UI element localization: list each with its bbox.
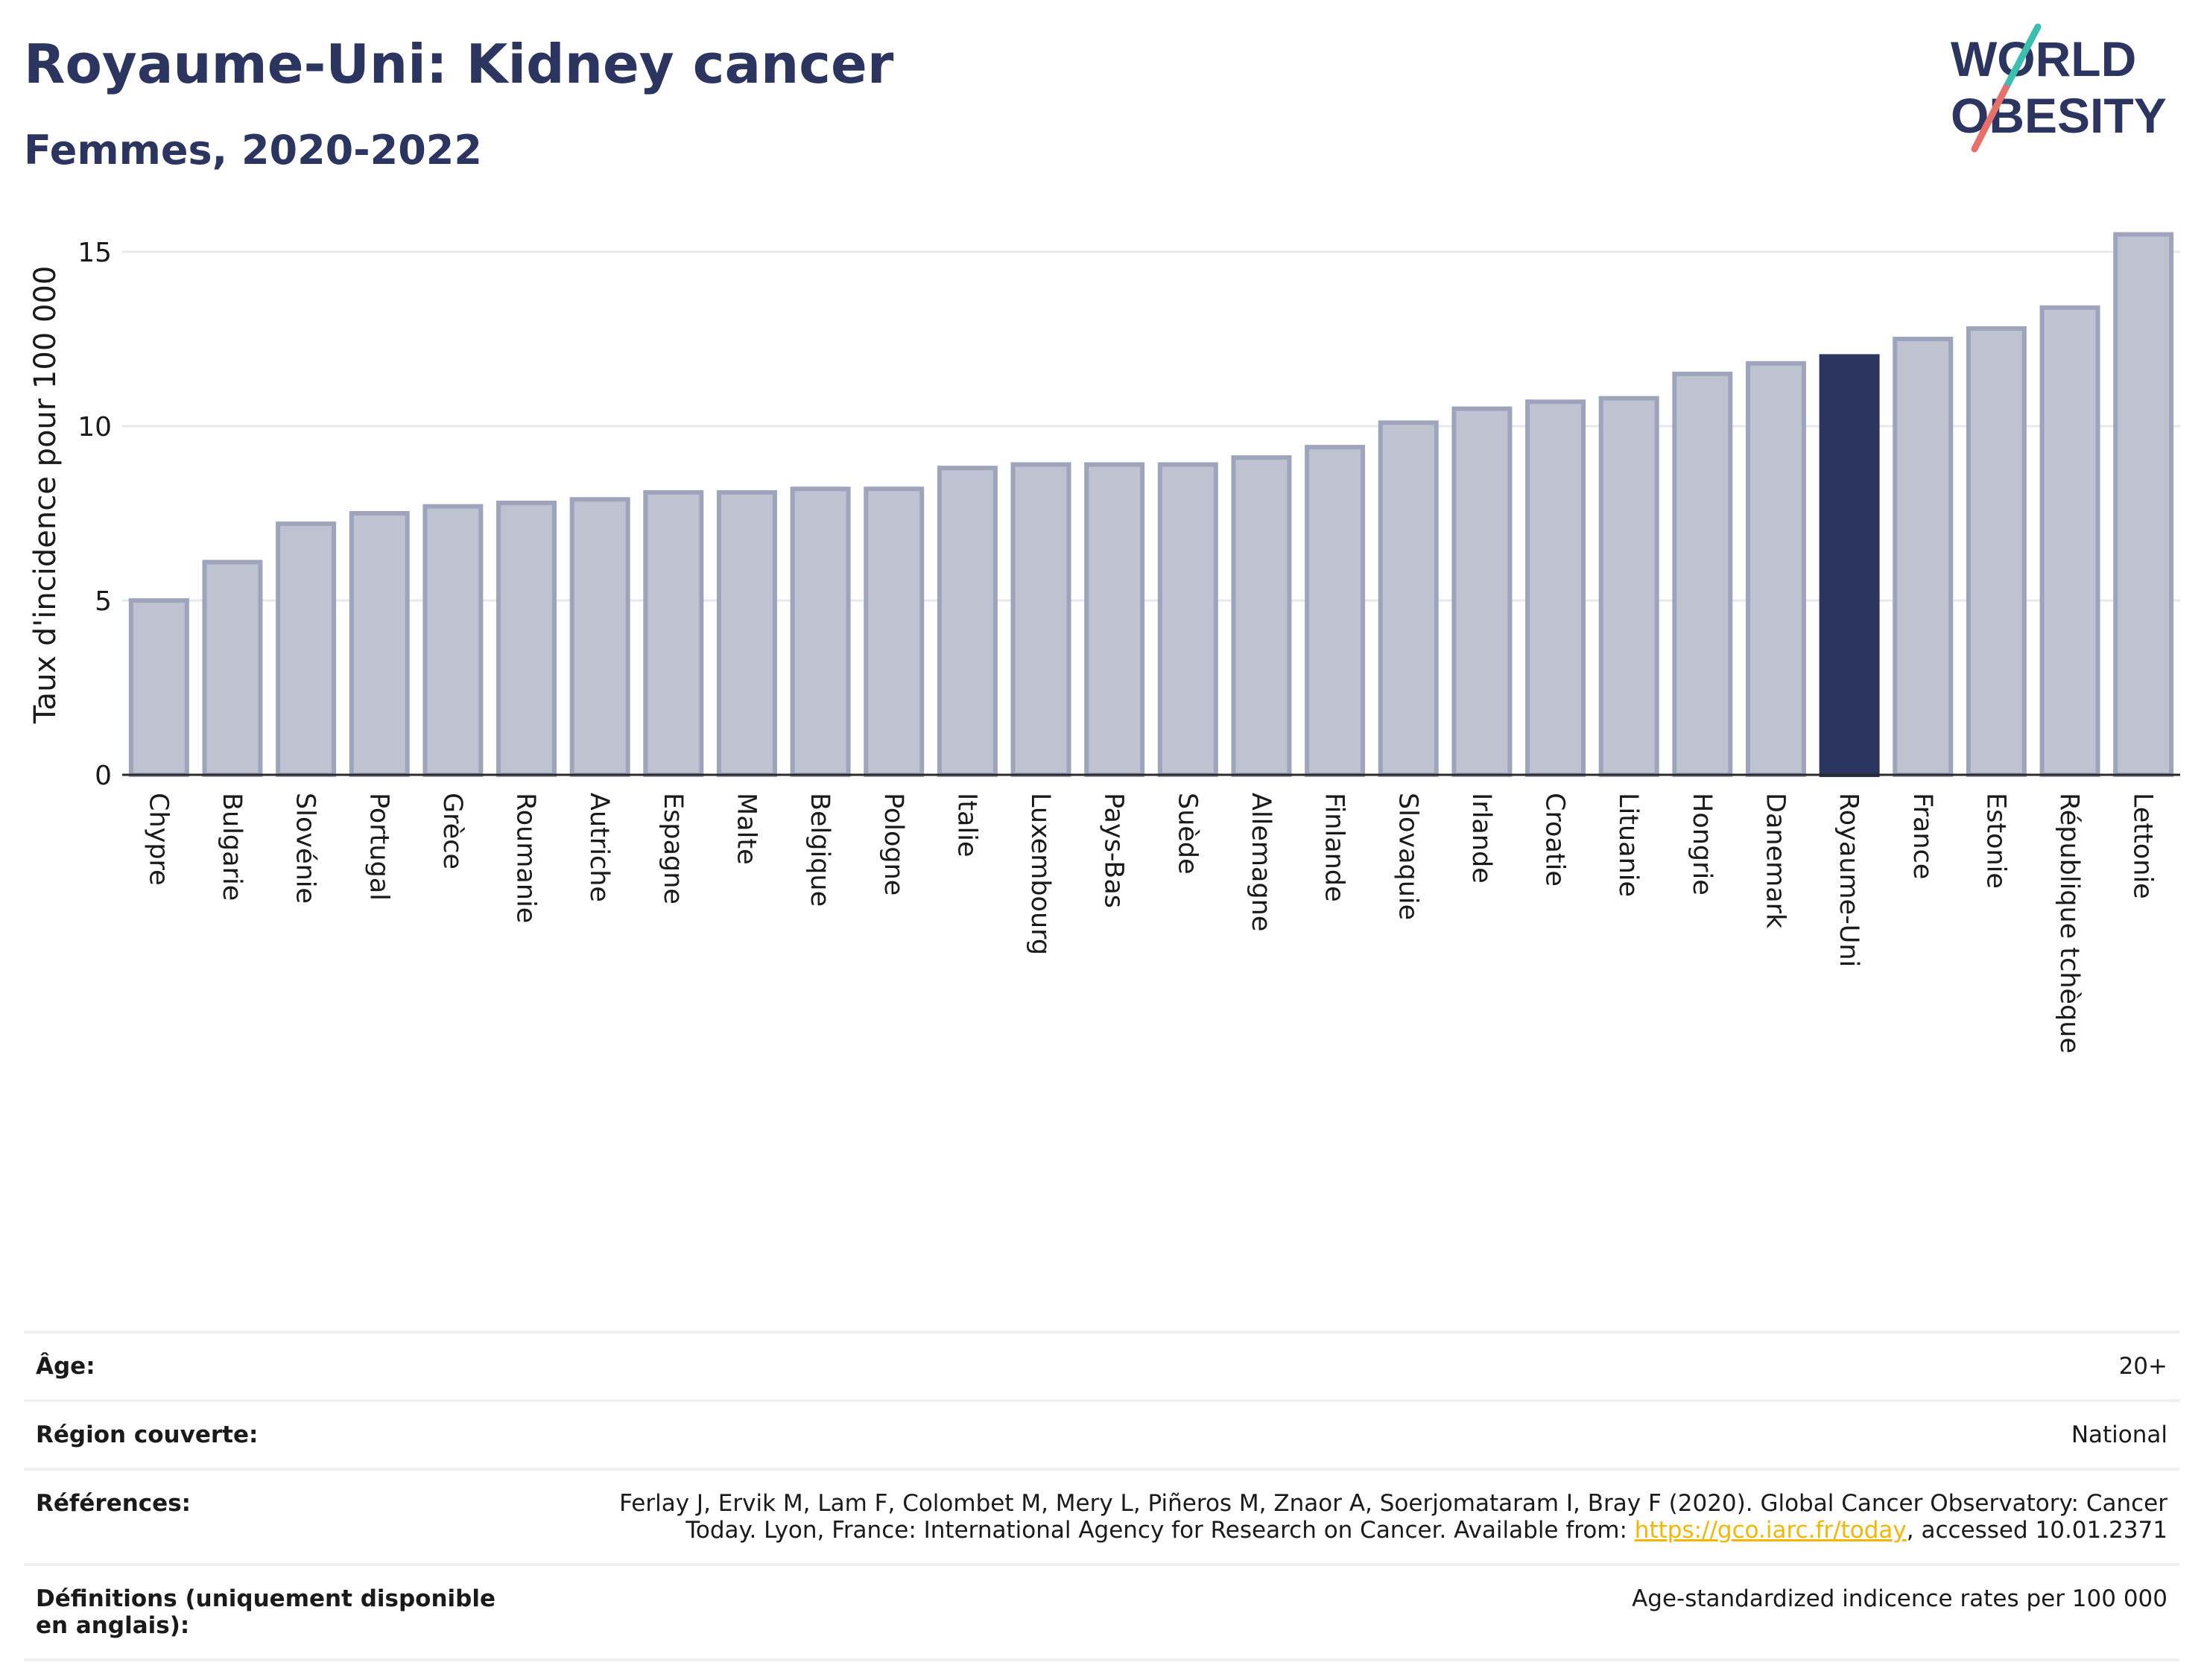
bar-belgique	[790, 486, 851, 777]
bar-estonie	[1966, 326, 2027, 777]
x-tick-label: Malte	[731, 793, 761, 865]
bar-lituanie	[1598, 396, 1659, 777]
x-tick-label: Luxembourg	[1025, 793, 1055, 955]
x-tick-label: Lituanie	[1613, 793, 1643, 897]
x-tick-label: Chypre	[143, 793, 173, 886]
info-row-age: Âge: 20+	[24, 1331, 2179, 1402]
x-tick-labels: Chypre Bulgarie Slovénie Portugal Grèce Rouma…	[143, 793, 2157, 1053]
x-tick-label: Royaume-Uni	[1834, 793, 1863, 967]
x-tick-label: Portugal	[364, 793, 393, 901]
references-text: Ferlay J, Ervik M, Lam F, Colombet M, Me…	[619, 1490, 2167, 1544]
bar-italie	[937, 466, 998, 777]
info-row-definitions: Définitions (uniquement disponible en an…	[24, 1563, 2179, 1661]
references-accessed: , accessed 10.01.2371	[1906, 1517, 2167, 1544]
bar-royaume-uni	[1819, 354, 1880, 777]
x-tick-label: Irlande	[1466, 793, 1496, 884]
bar-irlande	[1451, 406, 1513, 777]
logo-slash-teal	[2002, 23, 2042, 92]
definitions-value: Age-standardized indicence rates per 100…	[539, 1563, 2179, 1661]
x-tick-label: Slovaquie	[1393, 793, 1422, 920]
definitions-label: Définitions (uniquement disponible en an…	[24, 1563, 539, 1661]
x-tick-label: France	[1907, 793, 1937, 879]
x-tick-label: Finlande	[1320, 793, 1349, 902]
x-tick-label: Lettonie	[2128, 793, 2158, 899]
bar-chart: 0 5 10 15 Chypre Bulgarie Slovénie Portugal Grè…	[28, 232, 2180, 1053]
bar-république-tchèque	[2039, 305, 2100, 777]
bar-malte	[716, 489, 777, 777]
y-tick-label: 15	[77, 238, 112, 268]
bar-suède	[1157, 462, 1218, 777]
x-tick-label: Croatie	[1540, 793, 1570, 887]
x-tick-label: République tchèque	[2054, 793, 2084, 1053]
bar-slovaquie	[1378, 420, 1439, 777]
bar-grèce	[422, 504, 484, 777]
bars	[128, 232, 2174, 778]
x-tick-label: Suède	[1172, 793, 1202, 875]
bar-slovénie	[276, 522, 337, 777]
bar-espagne	[643, 489, 704, 777]
bar-bulgarie	[202, 560, 263, 778]
region-value: National	[539, 1399, 2179, 1471]
world-obesity-logo: WORLD OBESITY	[1951, 23, 2167, 153]
x-tick-label: Bulgarie	[217, 793, 247, 901]
x-tick-label: Estonie	[1980, 793, 2010, 889]
x-tick-label: Pologne	[878, 793, 908, 896]
x-tick-label: Grèce	[437, 793, 467, 869]
bar-autriche	[569, 497, 630, 778]
bar-roumanie	[496, 500, 557, 778]
logo-slash-coral	[1971, 84, 2010, 153]
bar-chypre	[128, 598, 189, 777]
chart-title: Royaume-Uni: Kidney cancer	[24, 33, 894, 95]
bar-croatie	[1525, 399, 1586, 777]
x-tick-label: Autriche	[584, 793, 614, 902]
x-tick-label: Belgique	[805, 793, 835, 907]
info-table: Âge: 20+ Région couverte: National Référ…	[24, 1331, 2179, 1661]
info-row-references: Références: Ferlay J, Ervik M, Lam F, Co…	[24, 1468, 2179, 1566]
bar-danemark	[1745, 361, 1806, 777]
x-tick-label: Roumanie	[511, 793, 541, 923]
bar-portugal	[349, 511, 410, 777]
bar-finlande	[1305, 445, 1366, 778]
x-tick-label: Italie	[951, 793, 981, 857]
bar-allemagne	[1231, 455, 1292, 777]
x-tick-label: Danemark	[1760, 793, 1790, 929]
y-tick-labels: 0 5 10 15	[77, 238, 112, 791]
bar-lettonie	[2113, 232, 2174, 778]
x-tick-label: Slovénie	[291, 793, 320, 904]
references-link[interactable]: https://gco.iarc.fr/today	[1634, 1517, 1907, 1544]
bar-hongrie	[1672, 371, 1733, 777]
x-tick-label: Allemagne	[1246, 793, 1276, 931]
x-tick-label: Hongrie	[1687, 793, 1717, 896]
references-value: Ferlay J, Ervik M, Lam F, Colombet M, Me…	[539, 1468, 2179, 1566]
y-axis-label: Taux d'incidence pour 100 000	[28, 266, 63, 724]
age-value: 20+	[539, 1331, 2179, 1402]
bar-france	[1893, 337, 1954, 777]
x-tick-label: Espagne	[658, 793, 688, 904]
chart-subtitle: Femmes, 2020-2022	[24, 127, 482, 174]
references-label: Références:	[24, 1468, 539, 1566]
info-row-region: Région couverte: National	[24, 1399, 2179, 1471]
x-tick-label: Pays-Bas	[1099, 793, 1129, 908]
y-tick-label: 0	[95, 761, 112, 791]
age-label: Âge:	[24, 1331, 539, 1402]
logo-line1: WORLD	[1951, 31, 2136, 86]
bar-pays-bas	[1084, 462, 1145, 777]
bar-luxembourg	[1010, 462, 1071, 777]
region-label: Région couverte:	[24, 1399, 539, 1471]
y-tick-label: 10	[77, 412, 112, 443]
logo-line2: OBESITY	[1951, 88, 2167, 143]
y-tick-label: 5	[95, 586, 112, 617]
bar-pologne	[864, 486, 925, 777]
